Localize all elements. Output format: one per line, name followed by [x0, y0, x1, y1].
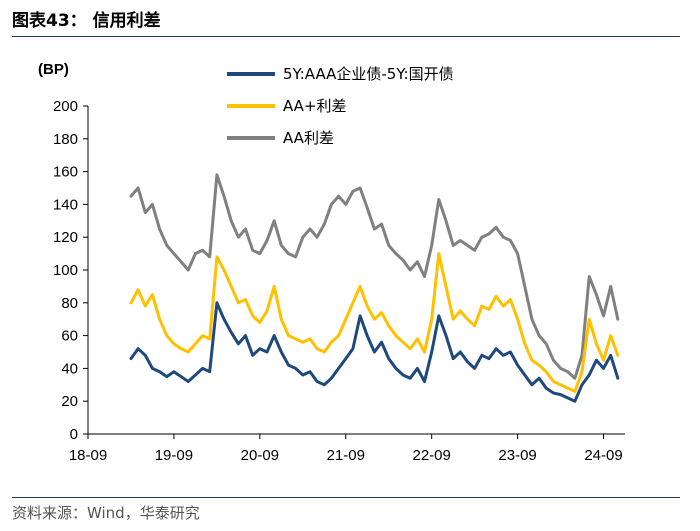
y-tick-label: 40	[61, 360, 78, 377]
y-tick-label: 180	[53, 131, 78, 148]
y-tick-label: 120	[53, 229, 78, 246]
legend-label-2: AA利差	[283, 129, 334, 147]
y-axis-unit-label: (BP)	[38, 61, 69, 78]
series-line-1	[129, 252, 620, 393]
source-note: 资料来源：Wind，华泰研究	[12, 504, 200, 522]
x-tick-label: 23-09	[498, 447, 536, 464]
title-divider	[12, 36, 680, 37]
y-tick-label: 20	[61, 393, 78, 410]
series-line-0	[129, 301, 620, 403]
x-tick-label: 21-09	[327, 447, 365, 464]
axes: 0 20 40 60 80 100 120 140 160 180 200 18-09 19-09 20-…	[53, 98, 625, 464]
x-tick-label: 20-09	[241, 447, 279, 464]
series-line-2	[129, 173, 620, 380]
legend-label-0: 5Y:AAA企业债-5Y:国开债	[283, 65, 454, 83]
y-tick-label: 0	[70, 426, 78, 443]
figure-title: 图表43： 信用利差	[12, 11, 161, 31]
y-tick-label: 60	[61, 328, 78, 345]
legend-label-1: AA+利差	[283, 97, 347, 115]
y-tick-label: 200	[53, 98, 78, 115]
source-divider	[12, 497, 680, 498]
x-tick-label: 22-09	[412, 447, 450, 464]
x-tick-label: 24-09	[584, 447, 622, 464]
legend: 5Y:AAA企业债-5Y:国开债 AA+利差 AA利差	[227, 65, 454, 147]
y-tick-label: 140	[53, 196, 78, 213]
x-tick-label: 19-09	[155, 447, 193, 464]
y-tick-label: 80	[61, 295, 78, 312]
y-tick-label: 100	[53, 262, 78, 279]
x-tick-label: 18-09	[69, 447, 107, 464]
series-lines	[129, 173, 620, 403]
y-tick-label: 160	[53, 164, 78, 181]
